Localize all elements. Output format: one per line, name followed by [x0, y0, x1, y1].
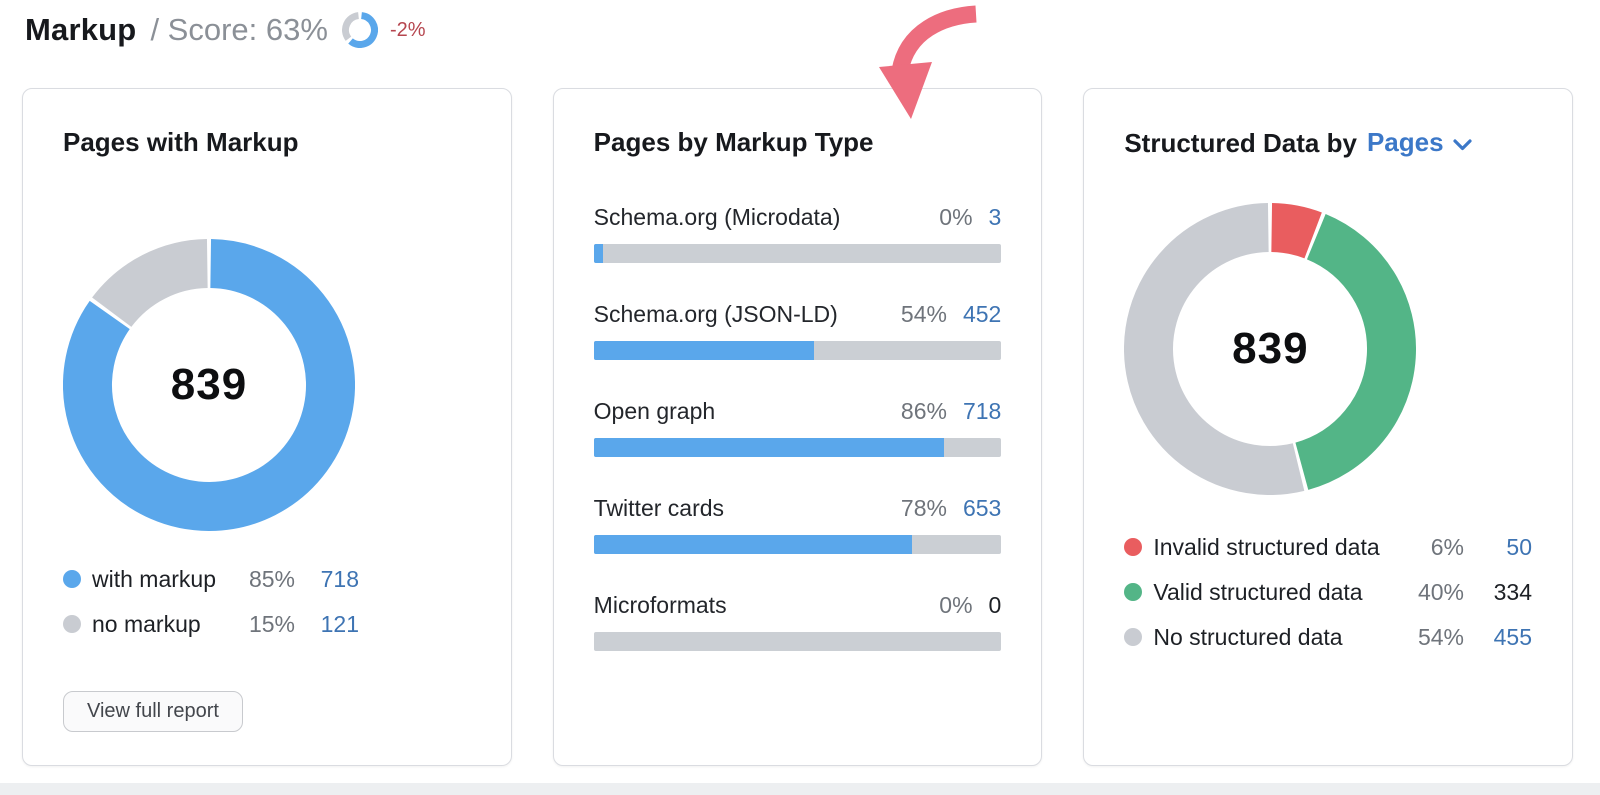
donut-total: 839	[170, 360, 248, 409]
donut-total: 839	[1232, 324, 1309, 373]
legend-percent: 6%	[1430, 533, 1465, 560]
bar-label: Microformats	[593, 592, 727, 618]
page-header: Markup / Score: 63% -2%	[25, 12, 426, 48]
bar-track	[593, 632, 1002, 651]
donut-chart	[63, 239, 355, 535]
legend-count: 334	[1493, 578, 1533, 605]
legend: Invalid structured data 6% 50 Valid stru…	[1124, 533, 1532, 651]
page-title: Markup	[25, 12, 137, 47]
bar-percent: 86%	[900, 398, 947, 424]
bar-label: Twitter cards	[593, 495, 725, 521]
bar-fill	[593, 244, 603, 263]
legend-count-link[interactable]: 455	[1493, 623, 1533, 650]
bar-fill	[593, 438, 945, 457]
legend-percent: 15%	[248, 610, 295, 637]
markup-type-bar-list: Schema.org (Microdata) 0% 3 Schema.org (…	[593, 204, 1002, 651]
bar-count-link[interactable]: 718	[962, 398, 1002, 424]
card-title: Pages with Markup	[63, 127, 299, 157]
legend: with markup 85% 718 no markup 15% 121	[63, 565, 359, 638]
card-pages-with-markup: Pages with Markup 839 with markup 85% 71…	[22, 88, 512, 766]
bar-count: 0	[988, 592, 1002, 618]
legend-row: No structured data 54% 455	[1124, 623, 1532, 651]
legend-percent: 54%	[1417, 623, 1465, 650]
bar-row: Schema.org (Microdata) 0% 3	[593, 204, 1002, 263]
legend-dot	[1124, 628, 1143, 646]
bar-track	[593, 438, 1002, 457]
bar-row: Schema.org (JSON-LD) 54% 452	[593, 301, 1002, 360]
legend-label: Valid structured data	[1153, 578, 1363, 605]
score-label: / Score: 63%	[150, 12, 328, 47]
legend-label: no markup	[92, 610, 201, 637]
donut-chart	[1124, 203, 1417, 499]
card-title: Pages by Markup Type	[593, 127, 874, 157]
card-title: Structured Data by	[1124, 127, 1357, 158]
legend-dot	[1124, 583, 1143, 601]
bar-fill	[593, 341, 814, 360]
bar-percent: 0%	[939, 204, 973, 230]
bar-track	[593, 535, 1002, 554]
legend-label: No structured data	[1153, 623, 1343, 650]
bar-label: Schema.org (JSON-LD)	[593, 301, 838, 327]
bar-percent: 78%	[900, 495, 947, 521]
legend-label: with markup	[92, 565, 216, 592]
legend-row: Invalid structured data 6% 50	[1124, 533, 1532, 561]
legend-percent: 40%	[1417, 578, 1465, 605]
bar-count-link[interactable]: 3	[988, 204, 1002, 230]
legend-row: with markup 85% 718	[63, 565, 359, 593]
bar-percent: 54%	[900, 301, 947, 327]
score-donut-icon	[341, 12, 378, 48]
legend-label: Invalid structured data	[1153, 533, 1380, 560]
bar-label: Schema.org (Microdata)	[593, 204, 841, 230]
bar-fill	[593, 535, 912, 554]
view-full-report-button[interactable]: View full report	[63, 691, 243, 732]
legend-dot	[63, 570, 81, 588]
page-bottom-strip	[0, 783, 1600, 795]
legend-count-link[interactable]: 121	[320, 610, 359, 637]
chevron-down-icon	[1452, 138, 1472, 150]
bar-row: Twitter cards 78% 653	[593, 495, 1002, 554]
bar-row: Microformats 0% 0	[593, 592, 1002, 651]
bar-count-link[interactable]: 653	[962, 495, 1002, 521]
legend-row: no markup 15% 121	[63, 610, 359, 638]
bar-label: Open graph	[593, 398, 716, 424]
bar-track	[593, 244, 1002, 263]
structured-data-donut: 839	[1124, 203, 1417, 495]
legend-count-link[interactable]: 718	[320, 565, 359, 592]
legend-dot	[63, 615, 81, 633]
score-delta: -2%	[389, 18, 426, 41]
bar-percent: 0%	[939, 592, 973, 618]
bar-track	[593, 341, 1002, 360]
legend-percent: 85%	[248, 565, 295, 592]
bar-count-link[interactable]: 452	[962, 301, 1002, 327]
legend-dot	[1124, 538, 1143, 556]
cards-row: Pages with Markup 839 with markup 85% 71…	[22, 88, 1574, 766]
pages-selector-dropdown[interactable]: Pages	[1367, 127, 1472, 158]
legend-row: Valid structured data 40% 334	[1124, 578, 1532, 606]
legend-count-link[interactable]: 50	[1506, 533, 1533, 560]
pages-with-markup-donut: 839	[63, 239, 355, 531]
bar-row: Open graph 86% 718	[593, 398, 1002, 457]
selector-value: Pages	[1366, 127, 1444, 157]
card-pages-by-markup-type: Pages by Markup Type Schema.org (Microda…	[552, 88, 1043, 766]
card-structured-data: Structured Data by Pages 839 Invalid str…	[1083, 88, 1574, 766]
